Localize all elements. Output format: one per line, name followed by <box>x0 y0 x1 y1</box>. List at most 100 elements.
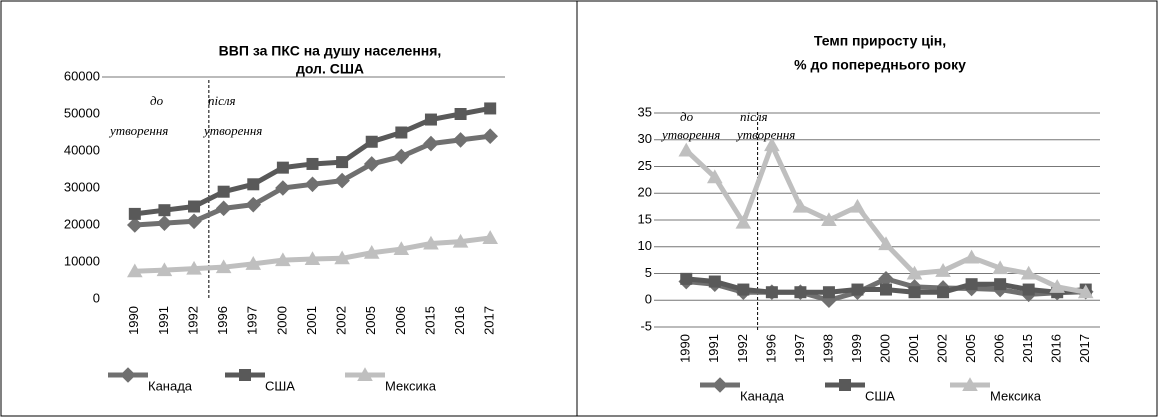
data-point <box>334 250 350 265</box>
panel-border <box>0 0 578 417</box>
data-point <box>937 286 950 299</box>
annotation: після <box>740 109 768 124</box>
data-point <box>275 180 291 196</box>
chart-title: дол. США <box>296 61 364 77</box>
y-tick-label: 5 <box>645 265 652 280</box>
data-point <box>128 207 141 220</box>
data-point <box>127 217 143 233</box>
legend-label: США <box>865 388 895 403</box>
data-point <box>156 215 173 231</box>
y-tick-label: 30000 <box>64 179 100 194</box>
data-point <box>215 200 232 217</box>
data-point <box>393 241 410 256</box>
y-tick-label: 0 <box>645 292 652 307</box>
data-point <box>963 249 980 264</box>
data-point <box>851 283 864 296</box>
data-point <box>484 102 497 115</box>
annotation: утворення <box>202 123 262 138</box>
data-point <box>217 185 230 198</box>
data-point <box>424 113 437 126</box>
data-point <box>334 172 350 189</box>
data-point <box>678 142 695 157</box>
data-point <box>935 263 951 277</box>
annotation: після <box>208 93 236 108</box>
data-point <box>304 176 321 193</box>
x-tick-label: 2001 <box>906 334 921 363</box>
x-tick-label: 2015 <box>422 306 437 335</box>
x-tick-label: 1999 <box>849 334 864 363</box>
x-tick-label: 2015 <box>1020 334 1035 363</box>
data-point <box>186 260 202 275</box>
y-tick-label: 10 <box>638 238 652 253</box>
data-point <box>822 286 835 299</box>
data-point <box>908 286 921 299</box>
annotation: утворення <box>735 127 795 142</box>
data-point <box>737 283 750 296</box>
data-point <box>365 135 378 148</box>
data-point <box>423 235 439 250</box>
legend-label: Канада <box>740 388 785 403</box>
x-tick-label: 2017 <box>1077 334 1092 363</box>
y-tick-label: 15 <box>638 211 652 226</box>
x-tick-label: 2001 <box>304 306 319 335</box>
x-tick-label: 1992 <box>185 306 200 335</box>
data-point <box>794 286 807 299</box>
x-tick-label: 1990 <box>126 306 141 335</box>
data-point <box>452 132 469 148</box>
data-point <box>336 156 349 169</box>
data-point <box>707 169 723 184</box>
x-tick-label: 1996 <box>215 306 230 335</box>
annotation: до <box>150 93 164 108</box>
legend-marker <box>712 377 728 393</box>
legend-label: Мексика <box>990 388 1042 403</box>
x-tick-label: 2005 <box>363 306 378 335</box>
legend-marker <box>239 369 251 381</box>
y-tick-label: 20000 <box>64 216 100 231</box>
data-point <box>247 178 260 191</box>
legend-marker <box>120 367 136 383</box>
x-tick-label: 2002 <box>334 306 349 335</box>
data-point <box>306 157 319 170</box>
y-tick-label: 25 <box>638 158 652 173</box>
data-point <box>423 135 439 152</box>
x-tick-label: 2006 <box>393 306 408 335</box>
data-point <box>821 292 837 309</box>
x-tick-label: 2016 <box>452 306 467 335</box>
data-point <box>878 236 894 251</box>
data-point <box>849 198 866 213</box>
legend-marker <box>839 379 851 391</box>
series-line <box>684 142 1087 295</box>
data-point <box>735 214 752 229</box>
data-point <box>158 204 171 217</box>
data-point <box>1077 284 1094 299</box>
data-point <box>127 263 143 278</box>
data-point <box>482 230 498 244</box>
y-tick-label: 50000 <box>64 105 100 120</box>
x-tick-label: 1997 <box>792 334 807 363</box>
y-tick-label: -5 <box>640 318 652 333</box>
x-tick-label: 2000 <box>274 306 289 335</box>
y-tick-label: 20 <box>638 185 652 200</box>
data-point <box>363 156 380 172</box>
data-point <box>994 278 1007 291</box>
data-point <box>304 251 321 266</box>
data-point <box>215 259 232 274</box>
legend-label: США <box>265 378 295 393</box>
data-point <box>1049 279 1065 293</box>
legend-label: Мексика <box>385 378 437 393</box>
data-point <box>792 198 809 213</box>
data-point <box>245 256 262 270</box>
annotation: утворення <box>108 123 168 138</box>
data-point <box>245 196 262 213</box>
legend-label: Канада <box>148 378 193 393</box>
data-point <box>680 272 693 285</box>
data-point <box>156 262 173 277</box>
data-point <box>992 260 1008 275</box>
chart-title: % до попереднього року <box>794 57 966 73</box>
x-tick-label: 1992 <box>735 334 750 363</box>
y-tick-label: 0 <box>93 290 100 305</box>
data-point <box>708 275 721 288</box>
data-point <box>1022 283 1035 296</box>
